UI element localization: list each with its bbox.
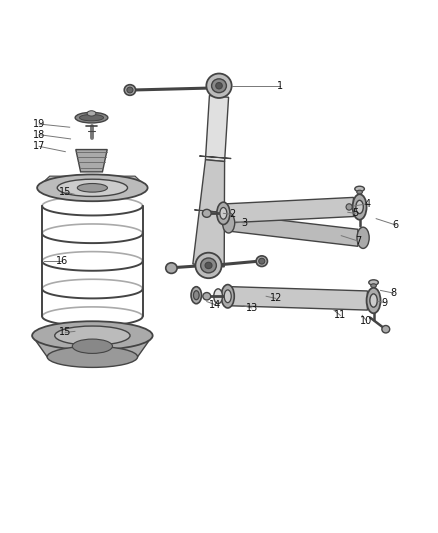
Ellipse shape xyxy=(78,183,107,192)
Text: 16: 16 xyxy=(56,256,68,266)
Ellipse shape xyxy=(55,326,130,345)
Ellipse shape xyxy=(205,262,212,269)
Ellipse shape xyxy=(47,346,138,367)
Ellipse shape xyxy=(355,186,364,191)
Ellipse shape xyxy=(124,85,136,95)
Text: 13: 13 xyxy=(246,303,258,313)
Ellipse shape xyxy=(195,253,222,278)
Ellipse shape xyxy=(367,288,381,313)
Text: 18: 18 xyxy=(33,130,45,140)
Text: 2: 2 xyxy=(229,209,235,220)
Text: 7: 7 xyxy=(355,236,361,246)
Text: 14: 14 xyxy=(209,300,222,310)
Polygon shape xyxy=(232,287,367,310)
Ellipse shape xyxy=(166,263,177,273)
Ellipse shape xyxy=(87,111,96,116)
Ellipse shape xyxy=(346,204,352,210)
Polygon shape xyxy=(227,197,353,223)
Ellipse shape xyxy=(370,294,377,307)
Ellipse shape xyxy=(191,287,201,304)
Ellipse shape xyxy=(32,321,152,350)
Ellipse shape xyxy=(127,87,133,93)
Text: 12: 12 xyxy=(269,293,282,303)
Ellipse shape xyxy=(203,293,211,300)
Polygon shape xyxy=(205,95,229,161)
Ellipse shape xyxy=(194,290,199,300)
Ellipse shape xyxy=(353,194,367,220)
Ellipse shape xyxy=(206,74,232,98)
Ellipse shape xyxy=(202,209,211,217)
Ellipse shape xyxy=(220,207,227,219)
Text: 9: 9 xyxy=(382,297,388,308)
Text: 17: 17 xyxy=(33,141,45,151)
Polygon shape xyxy=(194,210,229,213)
Ellipse shape xyxy=(223,213,235,233)
Ellipse shape xyxy=(57,179,127,197)
Ellipse shape xyxy=(72,339,113,353)
Ellipse shape xyxy=(356,200,363,214)
Text: 8: 8 xyxy=(391,288,397,298)
Polygon shape xyxy=(200,156,231,159)
Text: 10: 10 xyxy=(360,316,373,326)
Ellipse shape xyxy=(369,280,378,285)
Ellipse shape xyxy=(357,190,362,194)
Ellipse shape xyxy=(201,258,216,273)
Ellipse shape xyxy=(75,112,108,123)
Ellipse shape xyxy=(212,79,226,93)
Text: 11: 11 xyxy=(334,310,346,320)
Ellipse shape xyxy=(371,284,376,287)
Ellipse shape xyxy=(37,174,148,201)
Ellipse shape xyxy=(216,83,222,89)
Text: 15: 15 xyxy=(59,327,71,337)
Polygon shape xyxy=(32,336,152,357)
Ellipse shape xyxy=(224,290,231,303)
Text: 19: 19 xyxy=(33,119,45,129)
Ellipse shape xyxy=(221,285,234,308)
Polygon shape xyxy=(231,214,358,246)
Polygon shape xyxy=(193,160,225,267)
Ellipse shape xyxy=(382,326,390,333)
Ellipse shape xyxy=(80,115,103,121)
Ellipse shape xyxy=(357,227,369,248)
Text: 5: 5 xyxy=(352,208,358,219)
Text: 4: 4 xyxy=(364,199,371,209)
Ellipse shape xyxy=(214,289,223,304)
Polygon shape xyxy=(37,176,148,188)
Text: 1: 1 xyxy=(277,81,283,91)
Ellipse shape xyxy=(217,202,230,224)
Text: 3: 3 xyxy=(241,218,247,228)
Text: 6: 6 xyxy=(393,220,399,230)
Ellipse shape xyxy=(256,256,268,266)
Text: 15: 15 xyxy=(59,187,71,197)
Ellipse shape xyxy=(259,259,265,264)
Polygon shape xyxy=(76,150,107,172)
